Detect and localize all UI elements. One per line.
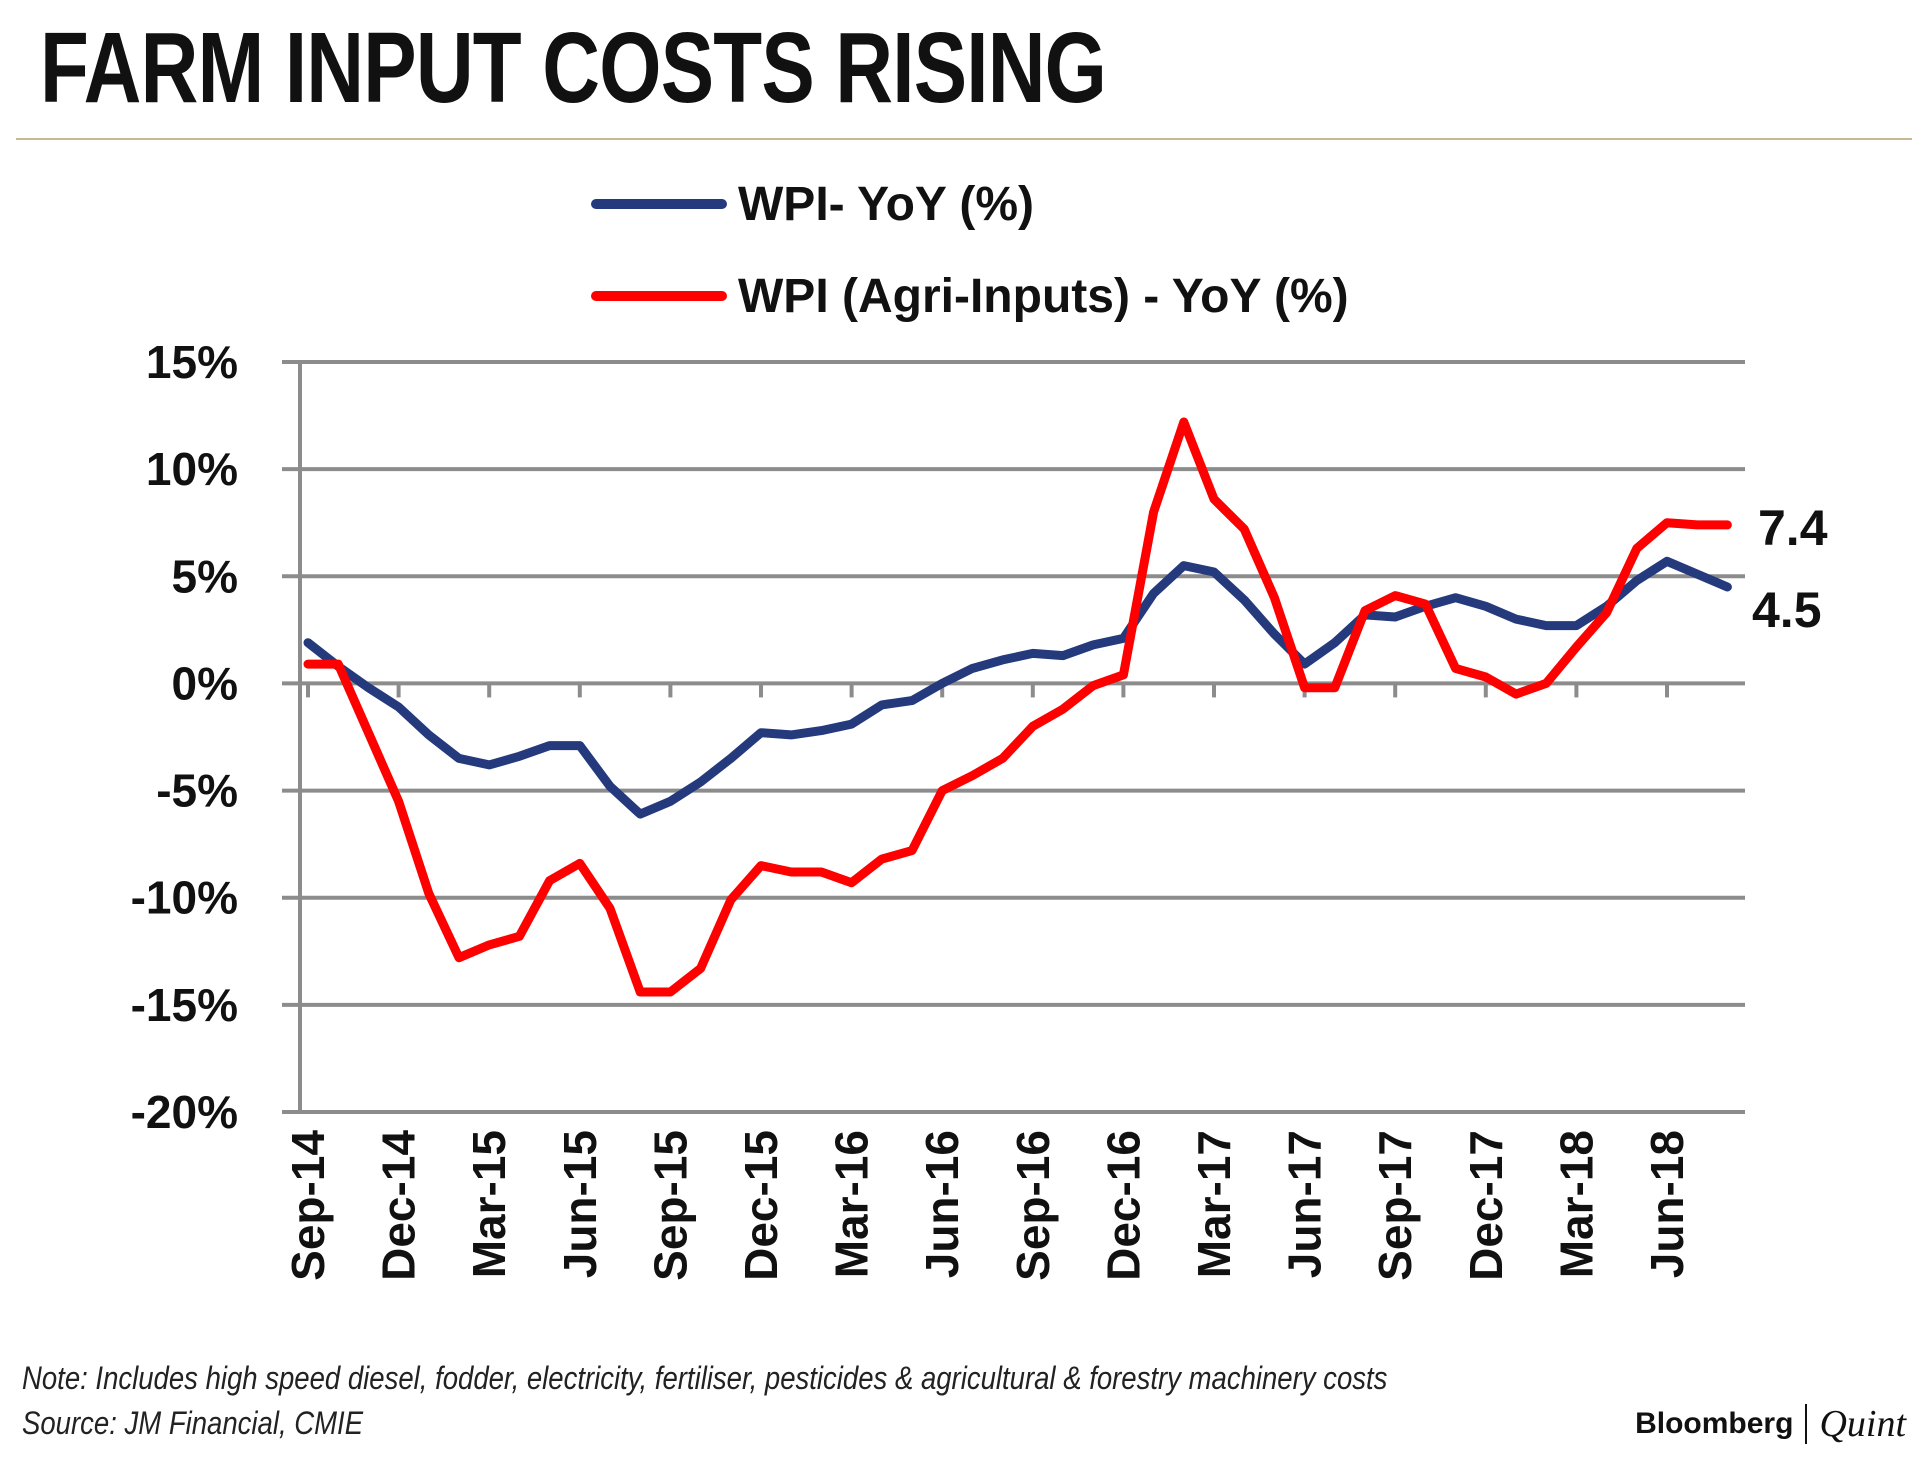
x-tick-label: Sep-17 [1369, 1130, 1421, 1281]
y-tick-label: -15% [131, 979, 238, 1031]
brand-logo: Bloomberg Quint [1635, 1402, 1906, 1446]
source-note: Source: JM Financial, CMIE [22, 1405, 364, 1441]
y-tick-label: -10% [131, 872, 238, 924]
x-tick-label: Dec-14 [373, 1130, 425, 1281]
x-axis: Sep-14 Dec-14 Mar-15 Jun-15 Sep-15 Dec-15 Mar-… [282, 362, 1745, 1281]
y-tick-label: 0% [172, 657, 238, 709]
x-tick-label: Mar-15 [463, 1130, 515, 1278]
x-tick-label: Mar-18 [1550, 1130, 1602, 1278]
x-tick-label: Dec-16 [1097, 1130, 1149, 1281]
x-tick-label: Sep-15 [644, 1130, 696, 1281]
x-tick-label: Jun-15 [554, 1130, 606, 1278]
x-tick-label: Dec-17 [1460, 1130, 1512, 1281]
x-tick-label: Jun-16 [916, 1130, 968, 1278]
x-tick-label: Dec-15 [735, 1130, 787, 1281]
line-chart: 15% 10% 5% 0% -5% -10% -15% -20% Sep-14 Dec-14 Ma… [131, 178, 1828, 1281]
brand-divider [1805, 1404, 1808, 1444]
x-tick-label: Mar-16 [826, 1130, 878, 1278]
brand-primary: Bloomberg [1635, 1407, 1794, 1440]
y-tick-label: -20% [131, 1086, 238, 1138]
end-label-wpi: 4.5 [1752, 582, 1822, 638]
x-tick-label: Sep-14 [282, 1130, 334, 1281]
page-title: FARM INPUT COSTS RISING [40, 12, 1107, 124]
title-divider [16, 138, 1912, 140]
x-tick-label: Jun-18 [1641, 1130, 1693, 1278]
gridlines [282, 360, 1745, 1114]
legend: WPI- YoY (%) WPI (Agri-Inputs) - YoY (%) [591, 178, 1349, 323]
legend-label: WPI (Agri-Inputs) - YoY (%) [738, 270, 1349, 323]
end-label-agri: 7.4 [1758, 500, 1828, 556]
x-tick-label: Mar-17 [1188, 1130, 1240, 1278]
footnote: Note: Includes high speed diesel, fodder… [22, 1360, 1388, 1396]
end-labels: 7.44.5 [1752, 500, 1828, 638]
x-tick-label: Jun-17 [1279, 1130, 1331, 1278]
x-tick-label: Sep-16 [1007, 1130, 1059, 1281]
y-tick-label: 15% [146, 336, 238, 388]
series-lines [303, 417, 1732, 997]
series-line-agri [303, 417, 1732, 997]
y-axis-labels: 15% 10% 5% 0% -5% -10% -15% -20% [131, 336, 238, 1138]
y-tick-label: -5% [156, 765, 238, 817]
legend-label: WPI- YoY (%) [738, 178, 1034, 231]
y-tick-label: 10% [146, 443, 238, 495]
brand-secondary: Quint [1819, 1403, 1906, 1445]
y-tick-label: 5% [172, 550, 238, 602]
series-line-wpi [303, 556, 1732, 819]
